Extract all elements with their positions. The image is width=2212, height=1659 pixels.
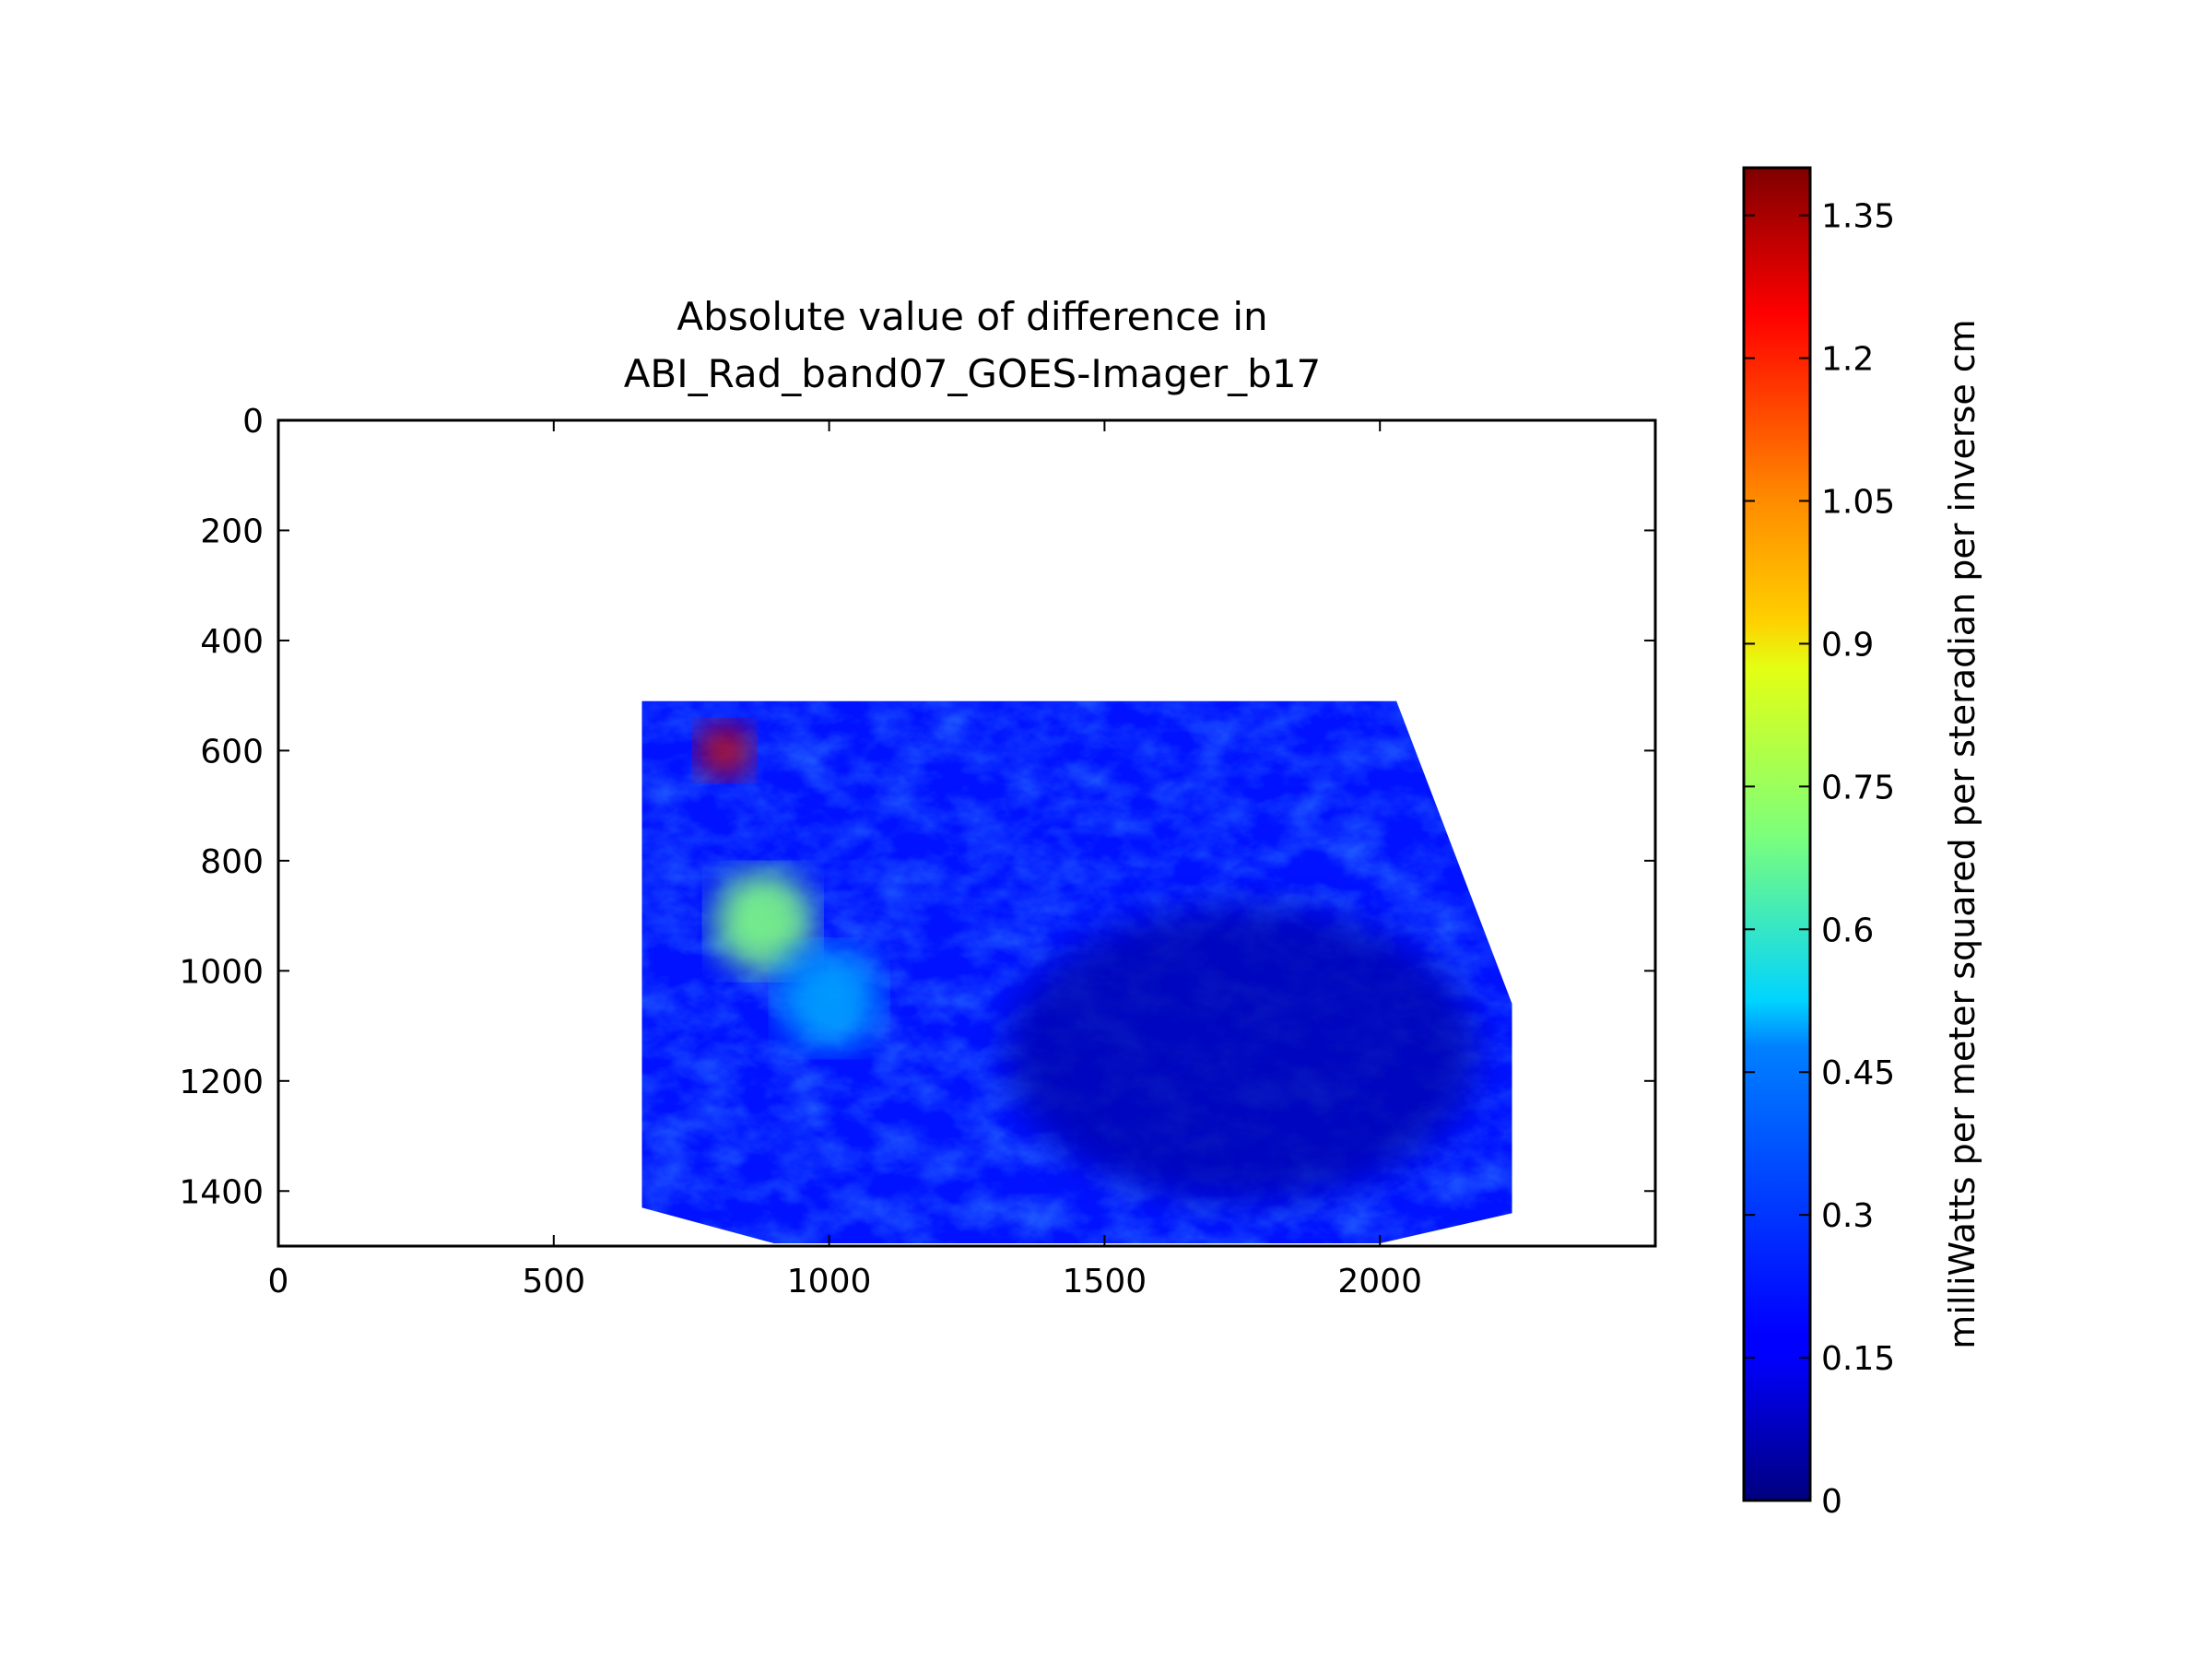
heatmap-region-0 xyxy=(697,723,753,779)
y-tick-label: 1200 xyxy=(179,1064,264,1101)
y-axis: 0 200 400 600 800 1000 1200 1400 xyxy=(179,403,1655,1211)
y-tick-label: 800 xyxy=(200,843,264,881)
colorbar-tick-label: 0 xyxy=(1821,1483,1842,1521)
y-tick-label: 600 xyxy=(200,733,264,771)
colorbar-tick-label: 0.45 xyxy=(1821,1054,1895,1092)
colorbar-tick-label: 1.05 xyxy=(1821,484,1895,522)
y-tick-label: 1000 xyxy=(179,953,264,991)
colorbar-tick-label: 0.9 xyxy=(1821,626,1874,664)
x-tick-label: 0 xyxy=(268,1263,289,1300)
heatmap-region-2 xyxy=(778,947,880,1050)
x-tick-label: 1500 xyxy=(1063,1263,1147,1300)
colorbar-tick-label: 0.75 xyxy=(1821,769,1895,806)
colorbar-ticks: 0 0.15 0.3 0.45 0.6 0.75 0.9 1.05 1.2 1.35 xyxy=(1744,198,1895,1521)
x-axis: 0 500 1000 1500 2000 xyxy=(268,420,1422,1300)
colorbar-tick-label: 1.2 xyxy=(1821,341,1874,379)
colorbar-tick-label: 0.3 xyxy=(1821,1197,1874,1235)
y-tick-label: 1400 xyxy=(179,1173,264,1211)
x-tick-label: 500 xyxy=(522,1263,585,1300)
plot-frame xyxy=(276,418,1657,1248)
heatmap-region-1 xyxy=(712,870,814,972)
colorbar-label: milliWatts per meter squared per steradi… xyxy=(1942,319,1983,1348)
colorbar-tick-label: 0.6 xyxy=(1821,912,1874,949)
x-tick-label: 1000 xyxy=(787,1263,872,1300)
colorbar-tick-label: 0.15 xyxy=(1821,1340,1895,1378)
y-tick-label: 400 xyxy=(200,623,264,661)
colorbar-frame xyxy=(1742,166,1812,1502)
y-tick-label: 200 xyxy=(200,512,264,550)
colorbar: 0 0.15 0.3 0.45 0.6 0.75 0.9 1.05 1.2 1.35 milliW… xyxy=(1742,166,1983,1521)
chart-title-line-2: ABI_Rad_band07_GOES-Imager_b17 xyxy=(624,351,1322,396)
colorbar-tick-label: 1.35 xyxy=(1821,198,1895,236)
y-tick-label: 0 xyxy=(242,403,264,441)
heatmap-image xyxy=(641,700,1512,1243)
chart-title-line-1: Absolute value of difference in xyxy=(677,294,1267,339)
colorbar-gradient xyxy=(1744,168,1810,1500)
plot-area: 0 500 1000 1500 2000 0 200 400 600 800 1000 1200 14… xyxy=(179,403,1657,1300)
heatmap-region-3 xyxy=(1006,905,1478,1201)
x-tick-label: 2000 xyxy=(1337,1263,1422,1300)
